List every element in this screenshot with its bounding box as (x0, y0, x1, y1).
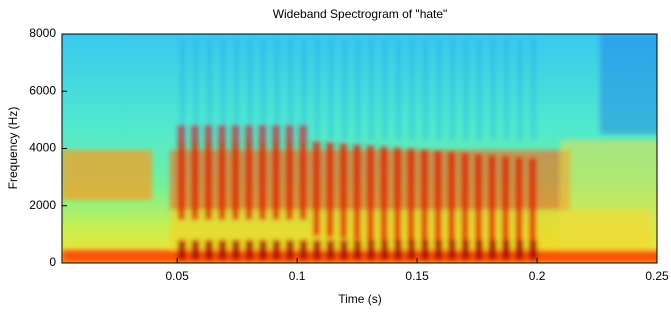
x-axis-label: Time (s) (338, 292, 382, 306)
texture-stripe (367, 240, 375, 260)
texture-stripe (249, 40, 252, 140)
texture-stripe (502, 240, 510, 260)
texture-stripe (489, 155, 496, 250)
x-tick-label: 0.25 (645, 269, 669, 283)
texture-stripe (327, 240, 335, 260)
texture-stripe (451, 40, 454, 140)
texture-stripe (181, 40, 184, 140)
texture-band (560, 140, 660, 250)
texture-stripe (208, 40, 211, 140)
texture-stripe (273, 240, 281, 260)
texture-stripe (475, 154, 482, 249)
y-tick-label: 4000 (29, 141, 56, 155)
texture-stripe (381, 240, 389, 260)
texture-stripe (330, 40, 333, 140)
texture-stripe (489, 240, 497, 260)
texture-stripe (411, 40, 414, 140)
texture-stripe (340, 240, 348, 260)
texture-stripe (492, 40, 495, 140)
texture-stripe (384, 40, 387, 140)
texture-stripe (262, 40, 265, 140)
texture-stripe (424, 40, 427, 140)
texture-stripe (421, 240, 429, 260)
chart: Wideband Spectrogram of "hate" Time (s) … (0, 0, 671, 314)
x-tick-label: 0.1 (289, 269, 306, 283)
texture-stripe (316, 40, 319, 140)
texture-stripe (532, 40, 535, 140)
y-tick-label: 6000 (29, 83, 56, 97)
spectrogram-image (62, 34, 662, 263)
texture-stripe (478, 40, 481, 140)
page: Wideband Spectrogram of "hate" Time (s) … (0, 0, 671, 314)
texture-stripe (529, 240, 537, 260)
texture-stripe (195, 40, 198, 140)
texture-band (600, 34, 660, 134)
texture-stripe (232, 240, 240, 260)
texture-stripe (462, 153, 469, 248)
texture-stripe (421, 150, 428, 245)
texture-stripe (529, 158, 536, 253)
x-tick-label: 0.05 (165, 269, 189, 283)
texture-stripe (303, 40, 306, 140)
texture-stripe (505, 40, 508, 140)
texture-stripe (357, 40, 360, 140)
texture-band (62, 150, 152, 200)
texture-stripe (516, 240, 524, 260)
texture-stripe (340, 143, 347, 238)
texture-stripe (289, 40, 292, 140)
y-tick-label: 2000 (29, 198, 56, 212)
y-axis-label: Frequency (Hz) (6, 107, 20, 190)
texture-stripe (313, 240, 321, 260)
texture-stripe (394, 148, 401, 243)
texture-stripe (235, 40, 238, 140)
texture-band (62, 250, 662, 263)
texture-stripe (394, 240, 402, 260)
y-tick-label: 8000 (29, 26, 56, 40)
texture-stripe (354, 240, 362, 260)
texture-stripe (381, 146, 388, 241)
texture-stripe (438, 40, 441, 140)
texture-stripe (448, 152, 455, 247)
texture-stripe (519, 40, 522, 140)
texture-stripe (408, 149, 415, 244)
texture-stripe (219, 240, 227, 260)
texture-stripe (178, 240, 186, 260)
chart-title: Wideband Spectrogram of "hate" (273, 7, 448, 21)
texture-stripe (205, 240, 213, 260)
texture-stripe (222, 40, 225, 140)
texture-stripe (408, 240, 416, 260)
texture-stripe (286, 240, 294, 260)
x-tick-label: 0.2 (529, 269, 546, 283)
y-tick-label: 0 (49, 255, 56, 269)
texture-stripe (246, 240, 254, 260)
texture-stripe (462, 240, 470, 260)
texture-stripe (475, 240, 483, 260)
texture-stripe (502, 156, 509, 251)
texture-stripe (354, 144, 361, 239)
texture-stripe (435, 151, 442, 246)
texture-stripe (276, 40, 279, 140)
texture-stripe (259, 240, 267, 260)
texture-stripe (192, 240, 200, 260)
texture-stripe (370, 40, 373, 140)
texture-stripe (300, 240, 308, 260)
texture-stripe (397, 40, 400, 140)
texture-stripe (435, 240, 443, 260)
texture-stripe (448, 240, 456, 260)
texture-stripe (465, 40, 468, 140)
texture-stripe (313, 141, 320, 236)
texture-stripe (327, 142, 334, 237)
x-tick-label: 0.15 (405, 269, 429, 283)
texture-stripe (516, 157, 523, 252)
texture-stripe (367, 145, 374, 240)
texture-stripe (343, 40, 346, 140)
